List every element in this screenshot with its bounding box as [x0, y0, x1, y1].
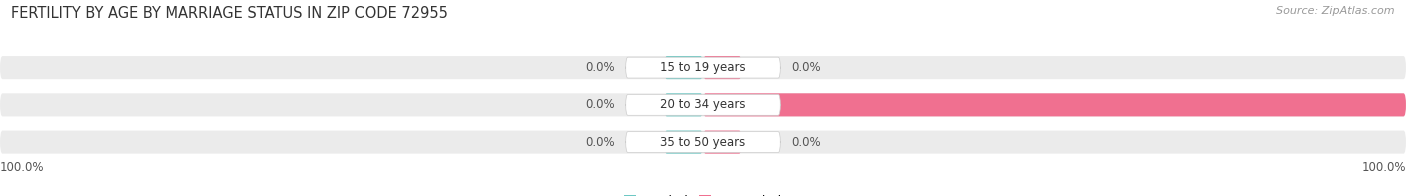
Text: 100.0%: 100.0% [0, 161, 45, 174]
Text: 100.0%: 100.0% [1361, 161, 1406, 174]
FancyBboxPatch shape [0, 56, 1406, 79]
FancyBboxPatch shape [665, 93, 703, 116]
FancyBboxPatch shape [626, 94, 780, 115]
FancyBboxPatch shape [703, 56, 742, 79]
FancyBboxPatch shape [626, 132, 780, 152]
FancyBboxPatch shape [0, 131, 1406, 154]
Text: FERTILITY BY AGE BY MARRIAGE STATUS IN ZIP CODE 72955: FERTILITY BY AGE BY MARRIAGE STATUS IN Z… [11, 6, 449, 21]
FancyBboxPatch shape [703, 131, 742, 154]
Text: 0.0%: 0.0% [585, 98, 616, 111]
Text: 0.0%: 0.0% [790, 61, 821, 74]
FancyBboxPatch shape [665, 131, 703, 154]
Text: 15 to 19 years: 15 to 19 years [661, 61, 745, 74]
FancyBboxPatch shape [703, 93, 1406, 116]
Text: Source: ZipAtlas.com: Source: ZipAtlas.com [1277, 6, 1395, 16]
Text: 0.0%: 0.0% [790, 136, 821, 149]
Legend: Married, Unmarried: Married, Unmarried [619, 190, 787, 196]
Text: 0.0%: 0.0% [585, 136, 616, 149]
FancyBboxPatch shape [0, 93, 1406, 116]
Text: 35 to 50 years: 35 to 50 years [661, 136, 745, 149]
FancyBboxPatch shape [626, 57, 780, 78]
Text: 0.0%: 0.0% [585, 61, 616, 74]
Text: 20 to 34 years: 20 to 34 years [661, 98, 745, 111]
FancyBboxPatch shape [665, 56, 703, 79]
